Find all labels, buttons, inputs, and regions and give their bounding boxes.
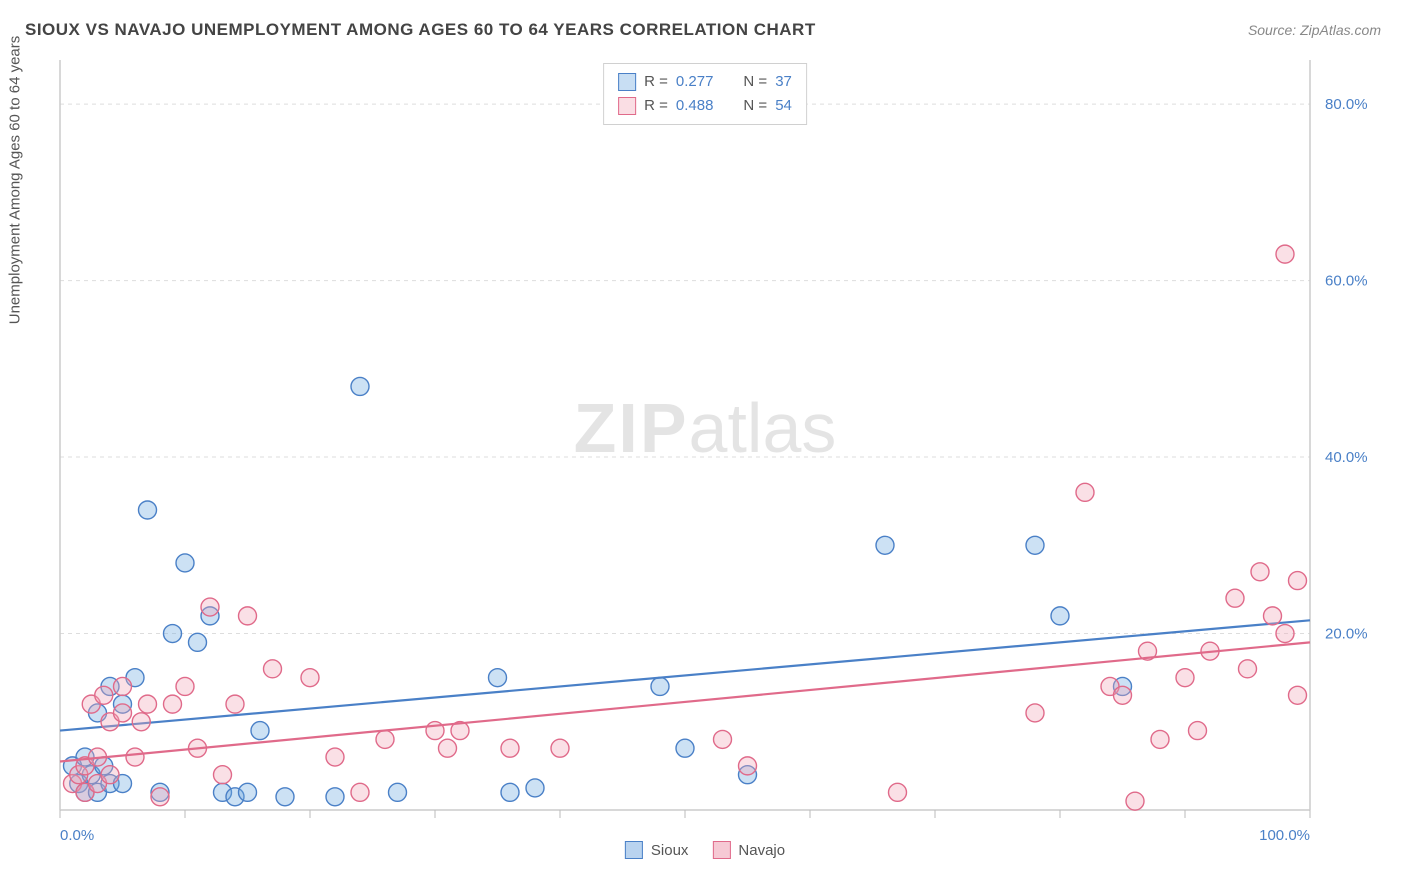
scatter-point bbox=[1151, 730, 1169, 748]
trend-line bbox=[60, 620, 1310, 730]
scatter-point bbox=[114, 704, 132, 722]
chart-title: SIOUX VS NAVAJO UNEMPLOYMENT AMONG AGES … bbox=[25, 20, 816, 40]
y-tick-label: 40.0% bbox=[1325, 449, 1368, 466]
scatter-point bbox=[1276, 625, 1294, 643]
scatter-point bbox=[189, 633, 207, 651]
legend-swatch bbox=[618, 97, 636, 115]
y-axis-label: Unemployment Among Ages 60 to 64 years bbox=[7, 36, 24, 325]
legend-swatch bbox=[618, 73, 636, 91]
scatter-point bbox=[201, 598, 219, 616]
scatter-point bbox=[239, 607, 257, 625]
scatter-point bbox=[239, 783, 257, 801]
legend-n-label: N = bbox=[743, 94, 767, 118]
scatter-point bbox=[489, 669, 507, 687]
scatter-point bbox=[176, 554, 194, 572]
scatter-point bbox=[501, 783, 519, 801]
scatter-point bbox=[1051, 607, 1069, 625]
legend-n-label: N = bbox=[743, 70, 767, 94]
y-tick-label: 60.0% bbox=[1325, 273, 1368, 290]
y-tick-label: 80.0% bbox=[1325, 96, 1368, 113]
scatter-point bbox=[1189, 722, 1207, 740]
scatter-point bbox=[101, 766, 119, 784]
scatter-point bbox=[132, 713, 150, 731]
legend-r-value: 0.277 bbox=[676, 70, 714, 94]
scatter-point bbox=[1026, 704, 1044, 722]
scatter-point bbox=[214, 766, 232, 784]
scatter-point bbox=[1289, 572, 1307, 590]
scatter-point bbox=[1251, 563, 1269, 581]
scatter-point bbox=[1239, 660, 1257, 678]
series-legend-label: Sioux bbox=[651, 842, 689, 859]
scatter-point bbox=[276, 788, 294, 806]
scatter-point bbox=[226, 695, 244, 713]
scatter-point bbox=[376, 730, 394, 748]
legend-r-label: R = bbox=[644, 70, 668, 94]
scatter-point bbox=[326, 788, 344, 806]
series-legend-item: Sioux bbox=[625, 841, 689, 859]
x-min-label: 0.0% bbox=[60, 827, 94, 844]
series-legend-label: Navajo bbox=[738, 842, 785, 859]
correlation-legend: R = 0.277 N = 37 R = 0.488 N = 54 bbox=[603, 63, 807, 125]
scatter-point bbox=[164, 625, 182, 643]
scatter-point bbox=[139, 501, 157, 519]
scatter-point bbox=[526, 779, 544, 797]
scatter-point bbox=[151, 788, 169, 806]
chart-area: Unemployment Among Ages 60 to 64 years 2… bbox=[25, 55, 1385, 865]
legend-row: R = 0.277 N = 37 bbox=[618, 70, 792, 94]
scatter-point bbox=[264, 660, 282, 678]
legend-n-value: 54 bbox=[775, 94, 792, 118]
scatter-svg: 20.0% 40.0% 60.0% 80.0% 0.0% 100.0% bbox=[25, 55, 1385, 865]
scatter-point bbox=[714, 730, 732, 748]
chart-source: Source: ZipAtlas.com bbox=[1248, 22, 1381, 38]
scatter-point bbox=[1226, 589, 1244, 607]
scatter-point bbox=[176, 677, 194, 695]
scatter-point bbox=[739, 757, 757, 775]
scatter-point bbox=[1126, 792, 1144, 810]
scatter-point bbox=[651, 677, 669, 695]
scatter-point bbox=[551, 739, 569, 757]
scatter-point bbox=[351, 783, 369, 801]
scatter-point bbox=[139, 695, 157, 713]
scatter-point bbox=[876, 536, 894, 554]
scatter-point bbox=[501, 739, 519, 757]
scatter-point bbox=[439, 739, 457, 757]
scatter-point bbox=[1026, 536, 1044, 554]
y-tick-label: 20.0% bbox=[1325, 626, 1368, 643]
legend-r-value: 0.488 bbox=[676, 94, 714, 118]
scatter-point bbox=[889, 783, 907, 801]
legend-n-value: 37 bbox=[775, 70, 792, 94]
legend-swatch bbox=[712, 841, 730, 859]
series-legend-item: Navajo bbox=[712, 841, 785, 859]
scatter-point bbox=[676, 739, 694, 757]
legend-swatch bbox=[625, 841, 643, 859]
scatter-point bbox=[1276, 245, 1294, 263]
scatter-point bbox=[1264, 607, 1282, 625]
scatter-point bbox=[126, 748, 144, 766]
scatter-point bbox=[326, 748, 344, 766]
scatter-point bbox=[114, 677, 132, 695]
source-name: ZipAtlas.com bbox=[1300, 22, 1381, 38]
scatter-point bbox=[1114, 686, 1132, 704]
x-max-label: 100.0% bbox=[1259, 827, 1310, 844]
scatter-point bbox=[301, 669, 319, 687]
scatter-point bbox=[164, 695, 182, 713]
scatter-point bbox=[1076, 483, 1094, 501]
scatter-point bbox=[389, 783, 407, 801]
scatter-point bbox=[251, 722, 269, 740]
series-legend: Sioux Navajo bbox=[625, 841, 785, 859]
scatter-point bbox=[1289, 686, 1307, 704]
legend-row: R = 0.488 N = 54 bbox=[618, 94, 792, 118]
scatter-point bbox=[351, 377, 369, 395]
legend-r-label: R = bbox=[644, 94, 668, 118]
source-prefix: Source: bbox=[1248, 22, 1300, 38]
scatter-point bbox=[1176, 669, 1194, 687]
scatter-point bbox=[95, 686, 113, 704]
